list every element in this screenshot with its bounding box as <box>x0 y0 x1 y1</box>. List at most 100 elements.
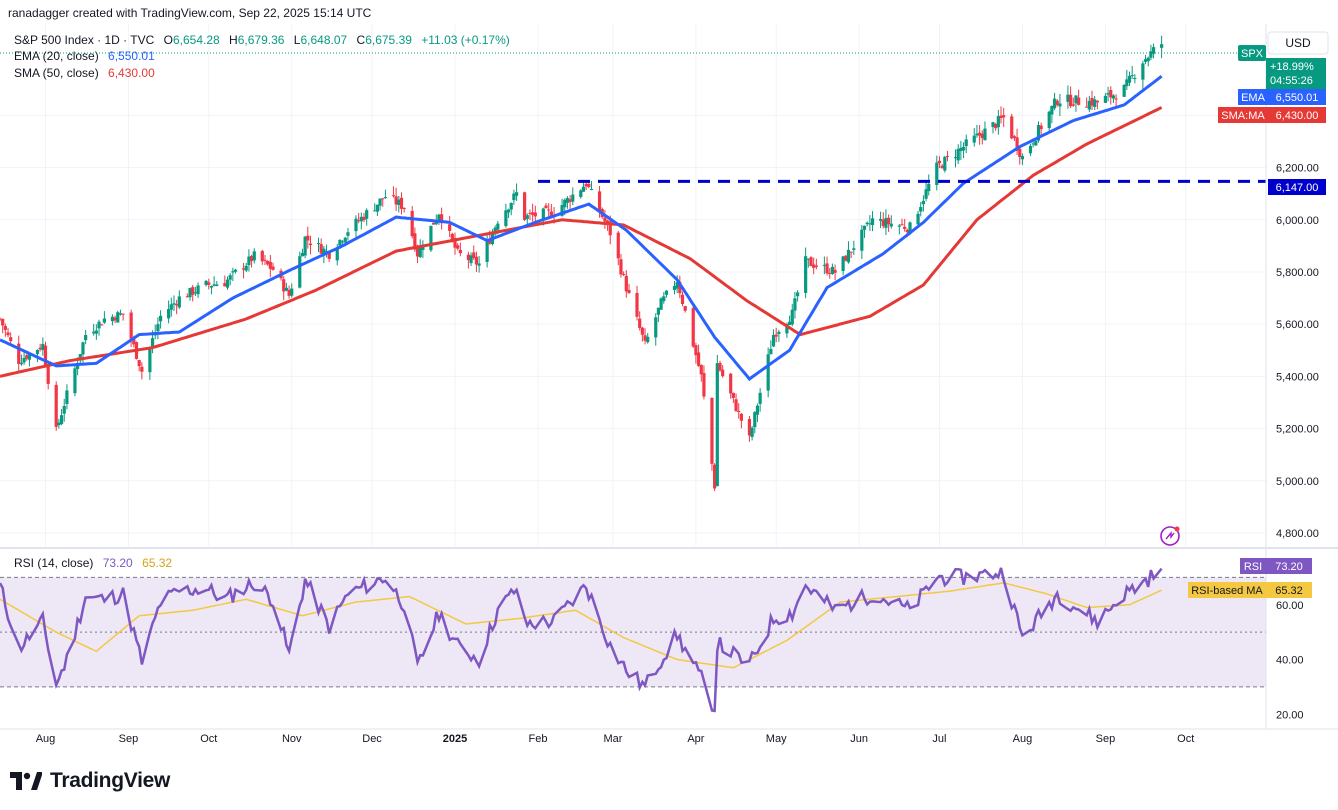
candle-body <box>1106 93 1110 95</box>
candle-body <box>935 162 939 185</box>
candle-body <box>504 210 508 227</box>
candle-body <box>150 338 155 348</box>
candle-body <box>900 224 904 226</box>
currency-button[interactable]: USD <box>1267 31 1329 55</box>
candle-body <box>849 251 853 253</box>
legend-main: S&P 500 Index · 1D · TVC O6,654.28 H6,67… <box>14 33 510 47</box>
candle-body <box>247 256 251 266</box>
candle-body <box>437 214 441 221</box>
candle-body <box>137 360 141 367</box>
candle-body <box>980 133 984 139</box>
candle-body <box>1103 95 1108 103</box>
candle-body <box>624 275 628 292</box>
tradingview-logo-icon <box>10 772 42 790</box>
candle-body <box>905 229 909 233</box>
candle-body <box>1141 63 1145 80</box>
time-tick-label: Aug <box>1013 733 1033 745</box>
candle-body <box>544 205 548 209</box>
candle-body <box>0 318 2 320</box>
candle-body <box>579 190 583 197</box>
rsi-axis[interactable]: 60.00 40.00 20.00 <box>1276 600 1304 722</box>
candle-body <box>365 210 369 219</box>
candle-body <box>844 255 848 261</box>
candle-body <box>1077 97 1081 105</box>
candle-body <box>1002 115 1006 118</box>
candle-body <box>1047 111 1051 129</box>
legend-open: 6,654.28 <box>173 33 220 47</box>
candle-body <box>619 259 623 275</box>
sma-tag-value: 6,430.00 <box>1276 110 1319 122</box>
candle-body <box>822 264 826 266</box>
legend-change: +11.03 (+0.17%) <box>421 33 510 47</box>
time-tick-label: Oct <box>1177 733 1194 745</box>
rsi-tag[interactable]: RSI 73.20 <box>1240 558 1312 574</box>
candle-body <box>196 285 200 295</box>
candle-body <box>961 146 966 151</box>
candle-body <box>1058 103 1062 107</box>
candle-body <box>402 208 406 210</box>
candle-body <box>415 246 420 257</box>
candle-body <box>193 292 197 294</box>
candle-body <box>870 218 875 225</box>
candle-body <box>167 309 171 319</box>
candle-body <box>694 345 698 356</box>
candle-body <box>1151 47 1156 54</box>
candle-body <box>6 332 10 336</box>
candle-body <box>1111 95 1116 99</box>
candle-body <box>514 192 519 196</box>
rsi-ma-tag[interactable]: RSI-based MA 65.32 <box>1188 582 1312 598</box>
candle-body <box>683 306 687 311</box>
candle-body <box>233 269 238 272</box>
candle-body <box>680 294 685 304</box>
candle-body <box>996 116 1000 128</box>
legend[interactable]: S&P 500 Index · 1D · TVC O6,654.28 H6,67… <box>14 33 510 570</box>
alert-icon[interactable] <box>1160 526 1180 546</box>
chart-svg[interactable]: 6,400.006,200.006,000.005,800.005,600.00… <box>0 24 1338 754</box>
level-tag[interactable]: 6,147.00 <box>1268 179 1326 195</box>
candle-body <box>62 405 66 414</box>
candle-body <box>691 308 695 347</box>
spx-price-tag[interactable]: +18.99% 04:55:26 <box>1266 58 1326 90</box>
candle-body <box>1034 140 1038 146</box>
spx-symbol-tag[interactable]: SPX <box>1238 45 1266 61</box>
tradingview-wordmark: TradingView <box>50 769 171 792</box>
legend-rsi-label: RSI (14, close) <box>14 556 93 570</box>
price-pane[interactable] <box>0 24 1266 546</box>
time-tick-label: Jun <box>850 733 868 745</box>
candle-body <box>512 193 516 201</box>
candle-body <box>878 218 883 221</box>
candle-body <box>340 241 345 243</box>
sma-tag[interactable]: SMA:MA 6,430.00 <box>1218 107 1326 123</box>
candle-body <box>1114 98 1118 100</box>
time-axis[interactable]: Aug Sep Oct Nov Dec 2025 Feb Mar Apr May Jun Jul Aug… <box>36 733 1195 745</box>
candle-body <box>972 135 976 143</box>
candle-body <box>638 318 642 328</box>
tradingview-branding[interactable]: TradingView <box>10 768 170 794</box>
candle-body <box>466 254 470 261</box>
time-tick-label: Sep <box>119 733 139 745</box>
candle-body <box>568 199 572 202</box>
rsi-pane[interactable] <box>0 567 1266 713</box>
legend-close-label: C <box>357 33 366 47</box>
candle-body <box>710 397 714 464</box>
candle-body <box>378 198 382 206</box>
candle-body <box>375 204 379 212</box>
rsi-ma-tag-label: RSI-based MA <box>1191 585 1263 597</box>
candle-body <box>1095 100 1099 103</box>
candle-body <box>458 249 462 254</box>
candle-body <box>908 222 912 234</box>
candle-body <box>97 321 101 329</box>
time-tick-label: Feb <box>528 733 547 745</box>
price-axis[interactable]: 6,400.006,200.006,000.005,800.005,600.00… <box>1276 110 1319 540</box>
ema-tag[interactable]: EMA 6,550.01 <box>1238 89 1326 105</box>
candle-body <box>887 217 891 225</box>
legend-rsi-value: 73.20 <box>103 556 133 570</box>
price-tick-label: 5,200.00 <box>1276 424 1319 436</box>
candle-body <box>737 410 741 412</box>
candle-body <box>560 205 564 216</box>
time-tick-label: Apr <box>687 733 704 745</box>
candle-body <box>956 148 960 161</box>
candle-body <box>287 289 291 296</box>
candle-body <box>84 335 88 341</box>
candle-body <box>627 289 631 293</box>
